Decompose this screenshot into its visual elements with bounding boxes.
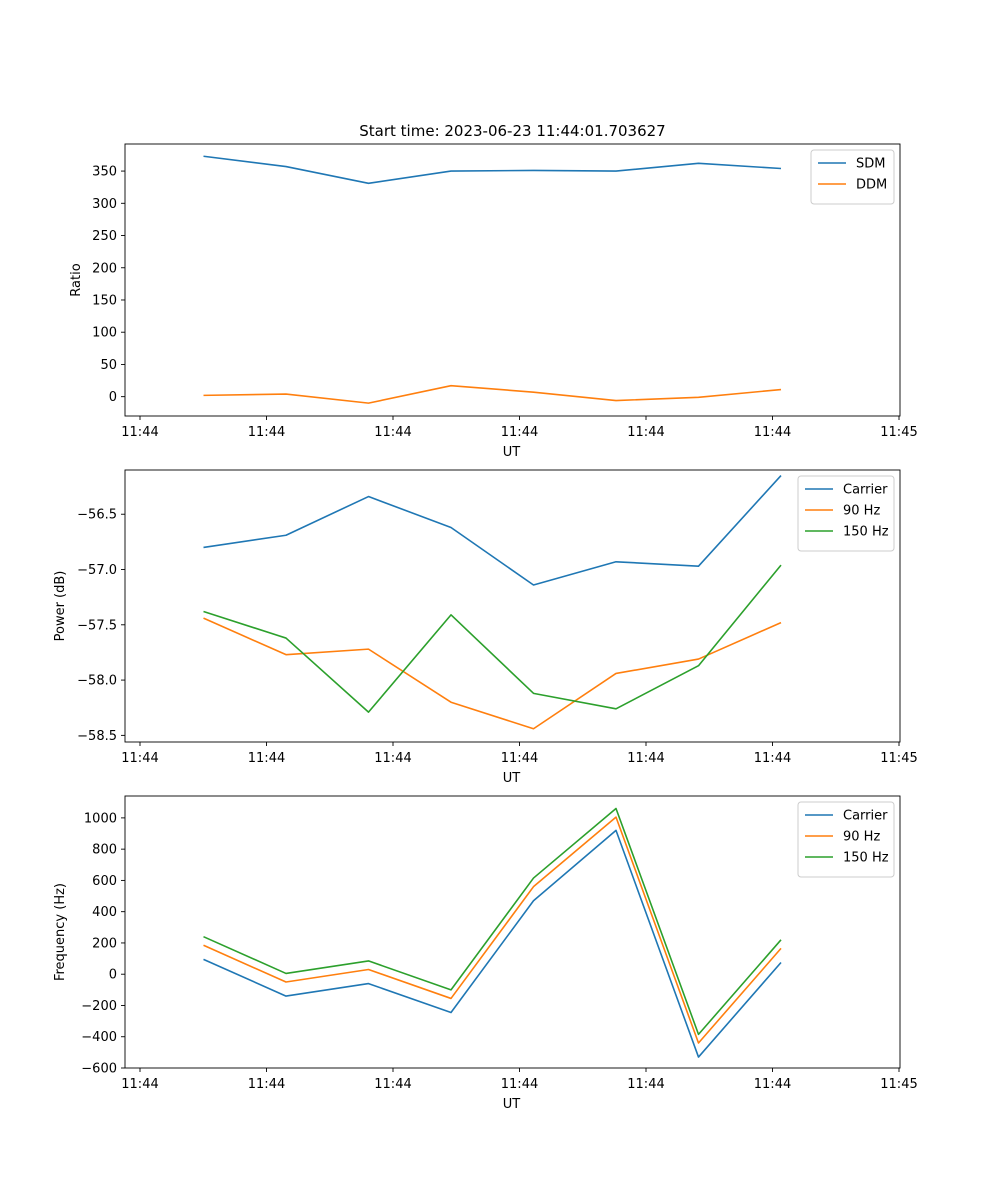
x-tick-label: 11:44 [248, 425, 285, 440]
legend-label: 150 Hz [843, 851, 889, 866]
series-line-carrier [203, 829, 782, 1058]
legend-label: 90 Hz [843, 830, 880, 845]
x-tick-label: 11:45 [880, 425, 917, 440]
series-line-90-hz [203, 816, 782, 1044]
series-line-ddm [203, 384, 782, 404]
y-tick-label: 150 [92, 293, 117, 308]
x-tick-label: 11:44 [121, 1077, 158, 1092]
x-tick-label: 11:44 [374, 751, 411, 766]
legend: Carrier 90 Hz 150 Hz [797, 801, 895, 878]
x-tick-label: 11:44 [501, 1077, 538, 1092]
x-tick-label: 11:44 [248, 751, 285, 766]
y-tick-label: 1000 [84, 811, 117, 826]
y-tick-label: 50 [100, 358, 117, 373]
x-tick-label: 11:44 [754, 425, 791, 440]
x-tick-label: 11:44 [374, 1077, 411, 1092]
y-tick-label: −58.0 [77, 674, 117, 689]
legend-box [797, 801, 895, 878]
x-tick-label: 11:44 [501, 425, 538, 440]
legend-label: 90 Hz [843, 504, 880, 519]
chart-panel-1: 11:44 11:44 11:44 11:44 11:44 11:44 11:45 0 50 10… [69, 143, 918, 460]
y-tick-label: 600 [92, 874, 117, 889]
y-tick-label: 200 [92, 936, 117, 951]
x-tick-label: 11:44 [754, 1077, 791, 1092]
series-line-90-hz [203, 617, 782, 730]
axes-frame [124, 795, 901, 1069]
series-line-150-hz [203, 807, 782, 1036]
chart-panel-3: 11:44 11:44 11:44 11:44 11:44 11:44 11:45 −600 −… [53, 795, 918, 1112]
x-tick-label: 11:44 [627, 1077, 664, 1092]
y-tick-label: −400 [81, 1030, 117, 1045]
x-tick-label: 11:44 [248, 1077, 285, 1092]
x-axis-label: UT [503, 771, 521, 786]
legend-label: SDM [856, 157, 885, 172]
legend-label: Carrier [843, 809, 888, 824]
y-tick-label: 400 [92, 905, 117, 920]
x-tick-label: 11:44 [374, 425, 411, 440]
legend: SDM DDM [810, 149, 895, 205]
axes-frame [124, 469, 901, 743]
y-tick-label: −200 [81, 999, 117, 1014]
y-tick-label: 100 [92, 326, 117, 341]
panels: 11:44 11:44 11:44 11:44 11:44 11:44 11:45 0 50 10… [53, 143, 918, 1112]
legend-label: 150 Hz [843, 525, 889, 540]
y-tick-label: −600 [81, 1062, 117, 1077]
x-tick-label: 11:45 [880, 751, 917, 766]
legend-label: DDM [856, 178, 887, 193]
figure-title: Start time: 2023-06-23 11:44:01.703627 [359, 122, 665, 140]
y-tick-label: −58.5 [77, 729, 117, 744]
y-tick-label: 250 [92, 229, 117, 244]
y-tick-label: 0 [109, 390, 117, 405]
y-tick-label: −57.5 [77, 618, 117, 633]
y-tick-label: 200 [92, 261, 117, 276]
y-tick-label: −57.0 [77, 563, 117, 578]
y-axis-label: Power (dB) [53, 571, 68, 642]
y-axis-label: Frequency (Hz) [53, 883, 68, 981]
x-tick-label: 11:44 [121, 751, 158, 766]
x-tick-label: 11:45 [880, 1077, 917, 1092]
x-tick-label: 11:44 [501, 751, 538, 766]
x-tick-label: 11:44 [627, 425, 664, 440]
series-line-sdm [203, 155, 782, 185]
y-tick-label: 350 [92, 165, 117, 180]
x-axis-label: UT [503, 445, 521, 460]
x-tick-label: 11:44 [627, 751, 664, 766]
y-tick-label: −56.5 [77, 508, 117, 523]
chart-panel-2: 11:44 11:44 11:44 11:44 11:44 11:44 11:45 −58.5… [53, 469, 918, 786]
legend-label: Carrier [843, 483, 888, 498]
y-tick-label: 0 [109, 968, 117, 983]
x-axis-label: UT [503, 1097, 521, 1112]
x-tick-label: 11:44 [121, 425, 158, 440]
y-tick-label: 800 [92, 843, 117, 858]
legend: Carrier 90 Hz 150 Hz [797, 475, 895, 552]
legend-box [797, 475, 895, 552]
y-tick-label: 300 [92, 197, 117, 212]
series-line-carrier [203, 474, 782, 586]
y-axis-label: Ratio [69, 263, 84, 296]
series-line-150-hz [203, 564, 782, 713]
x-tick-label: 11:44 [754, 751, 791, 766]
axes-frame [124, 143, 901, 417]
